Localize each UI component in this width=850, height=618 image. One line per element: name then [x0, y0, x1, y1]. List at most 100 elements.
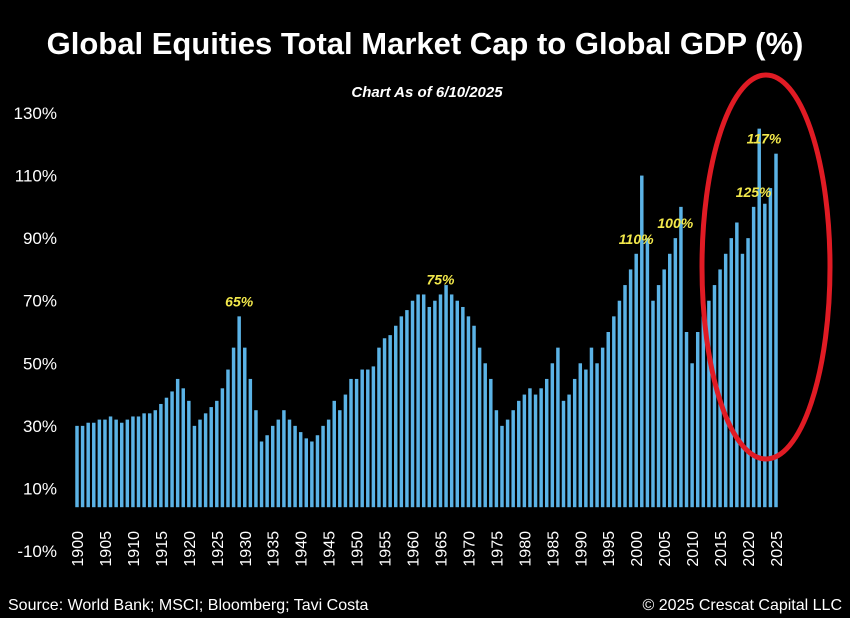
bar [612, 316, 616, 508]
bar [438, 294, 443, 508]
bar [326, 419, 331, 508]
bar [136, 416, 141, 508]
bar [595, 363, 599, 508]
bar [645, 238, 650, 508]
annotations: 65% 75% 110%100% 125% 117% [225, 131, 782, 310]
bar [421, 294, 426, 508]
bar [187, 400, 191, 508]
bar [181, 388, 185, 508]
x-tick-label: 1935 [266, 531, 283, 567]
bar [103, 419, 107, 508]
x-tick-label: 1940 [294, 531, 311, 567]
bar [164, 397, 169, 508]
bar [617, 300, 622, 508]
y-tick-label: 30% [23, 417, 57, 436]
bar [226, 369, 230, 508]
x-tick-label: 1980 [517, 531, 534, 567]
bar [170, 391, 174, 508]
x-tick-label: 1960 [406, 531, 423, 567]
bar [550, 363, 555, 508]
bar [556, 347, 560, 508]
x-tick-label: 1975 [489, 531, 506, 567]
bar [427, 306, 432, 508]
x-tick-label: 2010 [685, 531, 702, 567]
bar [628, 269, 633, 508]
bar [377, 347, 381, 508]
bar [153, 410, 158, 508]
bar [544, 378, 549, 508]
bar [405, 310, 409, 508]
bar [366, 369, 370, 508]
x-tick-label: 2020 [741, 531, 758, 567]
bar [175, 378, 180, 508]
bar [533, 394, 538, 508]
bar [254, 410, 258, 508]
bar [589, 347, 594, 508]
bar [578, 363, 583, 508]
bar [108, 416, 113, 508]
bar [567, 394, 571, 508]
x-axis: 1900 1905 1910 1915 1920 1925 1930 1935 1940 1945… [70, 531, 786, 567]
peak-annotation: 65% [225, 293, 254, 309]
bar [142, 413, 146, 508]
x-tick-label: 1965 [434, 531, 451, 567]
bar [718, 269, 722, 508]
bar [243, 347, 247, 508]
bar [634, 253, 638, 508]
bar [735, 222, 739, 508]
bar [640, 175, 644, 508]
bar [662, 269, 666, 508]
x-tick-label: 1985 [545, 531, 562, 567]
bar [774, 153, 778, 508]
bar [461, 306, 465, 508]
bar [539, 388, 543, 508]
chart-subtitle: Chart As of 6/10/2025 [351, 84, 503, 101]
bar [147, 413, 152, 508]
bar [751, 206, 756, 508]
bar [394, 325, 398, 508]
bar [656, 285, 661, 508]
x-tick-label: 2025 [769, 531, 786, 567]
bar [740, 253, 745, 508]
x-tick-label: 1930 [238, 531, 255, 567]
bar [690, 363, 694, 508]
bar [455, 300, 459, 508]
bar [483, 363, 487, 508]
bar [712, 285, 717, 508]
bar [220, 388, 225, 508]
bar [673, 238, 678, 508]
bar [746, 238, 750, 508]
bar [623, 285, 627, 508]
bar [517, 400, 521, 508]
bar [729, 238, 733, 508]
bar [265, 435, 269, 508]
chart-title: Global Equities Total Market Cap to Glob… [47, 26, 804, 61]
bar [768, 188, 773, 508]
bar [315, 435, 320, 508]
x-tick-label: 2000 [629, 531, 646, 567]
y-tick-label: -10% [17, 542, 57, 561]
bar [382, 338, 387, 508]
bar [449, 294, 454, 508]
bars [75, 128, 778, 508]
x-tick-label: 1910 [126, 531, 143, 567]
bar [444, 285, 448, 508]
bar [321, 425, 325, 508]
x-tick-label: 1900 [70, 531, 87, 567]
peak-annotation: 100% [657, 215, 693, 231]
x-tick-label: 1955 [378, 531, 395, 567]
bar [360, 369, 364, 508]
bar [298, 432, 303, 508]
bar [120, 422, 124, 508]
bar [388, 335, 392, 508]
bar [723, 253, 728, 508]
bar [511, 410, 515, 508]
bar [572, 378, 577, 508]
x-tick-label: 1995 [601, 531, 618, 567]
bar [86, 422, 90, 508]
bar [276, 419, 281, 508]
bar [159, 403, 163, 508]
source-note: Source: World Bank; MSCI; Bloomberg; Tav… [8, 597, 369, 614]
highlight-ellipse [699, 72, 833, 462]
